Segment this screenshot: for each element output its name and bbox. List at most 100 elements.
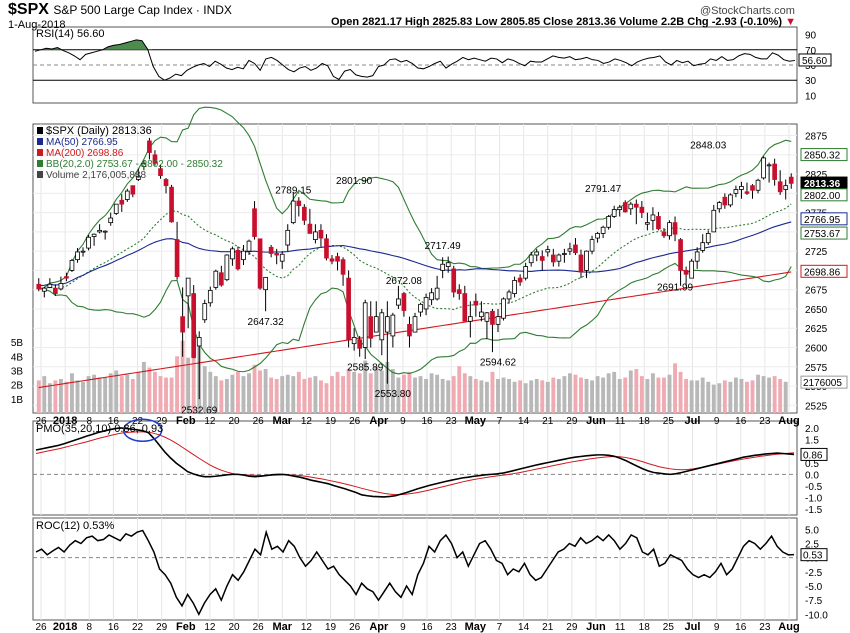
candle-body: [628, 203, 634, 210]
candle-body: [440, 263, 446, 271]
candle-body: [119, 199, 125, 205]
candle-body: [761, 157, 766, 179]
volume-bar: [58, 378, 63, 413]
volume-bar: [53, 380, 58, 413]
candle-body: [539, 256, 545, 261]
volume-bar: [722, 380, 727, 413]
price-annotation: 2801.90: [336, 176, 373, 187]
price-tick: 2575: [805, 363, 828, 374]
x-tick-label: 12: [301, 416, 313, 427]
candle-body: [384, 316, 390, 333]
candle-body: [645, 222, 650, 225]
volume-bar: [125, 374, 130, 413]
x-tick-label: 14: [518, 416, 530, 427]
ma50-legend: MA(50) 2766.95: [46, 137, 118, 148]
candle-body: [656, 216, 661, 230]
volume-bar: [551, 377, 556, 413]
volume-bar: [141, 361, 146, 413]
last-tag-text-bb_upper: 2850.32: [804, 151, 841, 162]
volume-bar: [562, 376, 567, 413]
candle-body: [606, 216, 611, 228]
candle-body: [213, 270, 219, 288]
volume-bar: [468, 376, 473, 413]
volume-bar: [191, 350, 196, 413]
candle-body: [257, 238, 263, 289]
volume-bar: [285, 374, 290, 413]
volume-bar: [424, 378, 429, 413]
volume-bar: [678, 371, 683, 413]
candle-body: [495, 316, 501, 325]
volume-bar: [579, 377, 583, 413]
candle-body: [490, 310, 495, 325]
volume-bar: [490, 371, 495, 413]
x-tick-label: Jul: [685, 415, 701, 427]
rsi-tick: 10: [805, 91, 817, 102]
x-tick-label-bottom: 26: [349, 622, 361, 633]
exchange: INDX: [203, 3, 232, 17]
candle-body: [230, 248, 235, 260]
candle-body: [578, 254, 584, 273]
candle-body: [788, 176, 794, 184]
volume-bar: [341, 376, 346, 413]
candle-body: [434, 287, 440, 300]
volume-bar: [529, 380, 534, 413]
candle-body: [589, 239, 595, 252]
volume-bar: [175, 356, 180, 413]
x-tick-label-bottom: 19: [325, 622, 337, 633]
candle-body: [58, 283, 64, 290]
candle-body: [739, 186, 744, 190]
roc-legend: ROC(12) 0.53%: [36, 520, 114, 532]
pmo-line: [35, 427, 795, 498]
price-annotation: 2585.89: [347, 362, 384, 373]
volume-bar: [202, 366, 207, 413]
pmo-tick: -0.5: [805, 482, 823, 493]
x-tick-label-bottom: 23: [759, 622, 771, 633]
volume-bar: [667, 374, 672, 413]
candle-body: [716, 202, 722, 210]
candle-body: [224, 254, 230, 281]
volume-bar: [407, 371, 412, 413]
volume-bar: [136, 371, 141, 413]
price-legend-swatch: [37, 127, 43, 134]
volume-bar: [650, 373, 655, 413]
last-tag-text-ma200: 2698.86: [804, 267, 841, 278]
candle-body: [650, 214, 656, 221]
symbol-title: $SPX S&P 500 Large Cap Index · INDX: [8, 1, 232, 18]
candle-body: [467, 316, 473, 322]
candle-body: [473, 300, 479, 306]
price-tick: 2625: [805, 324, 828, 335]
last-tag-text-ma50: 2766.95: [804, 215, 841, 226]
candle-body: [407, 323, 412, 337]
x-tick-label-bottom: Mar: [273, 621, 293, 633]
roc-tick: -7.5: [805, 596, 823, 607]
candle-body: [64, 276, 69, 279]
volume-bar: [556, 378, 561, 413]
candle-body: [274, 253, 280, 256]
x-tick-label: 9: [400, 416, 406, 427]
price-tick: 2600: [805, 343, 828, 354]
price-annotation: 2672.08: [386, 276, 423, 287]
candle-body: [418, 303, 423, 313]
last-tag-bb_mid: [800, 188, 848, 202]
candle-body: [462, 293, 468, 322]
volume-tick: 4B: [11, 352, 24, 363]
candle-body: [362, 302, 368, 348]
ma200-legend: MA(200) 2698.86: [46, 148, 124, 159]
x-tick-label: Mar: [273, 415, 293, 427]
candle-body: [285, 229, 291, 246]
x-tick-label: 16: [108, 416, 120, 427]
last-tag-text-bb_lower: 2753.67: [804, 229, 841, 240]
x-tick-label-bottom: 16: [735, 622, 747, 633]
candle-body: [329, 258, 335, 262]
price-annotation: 2789.15: [275, 186, 312, 197]
candle-body: [357, 339, 363, 349]
candle-body: [694, 251, 700, 262]
rsi-tick: 30: [805, 76, 817, 87]
roc-tick: 2.5: [805, 540, 819, 551]
candle-body: [722, 196, 728, 206]
x-tick-label-bottom: 18: [639, 622, 651, 633]
x-tick-label: Feb: [176, 415, 196, 427]
candle-body: [246, 240, 252, 252]
volume-bar: [612, 371, 617, 413]
x-tick-label-bottom: 11: [615, 622, 626, 633]
